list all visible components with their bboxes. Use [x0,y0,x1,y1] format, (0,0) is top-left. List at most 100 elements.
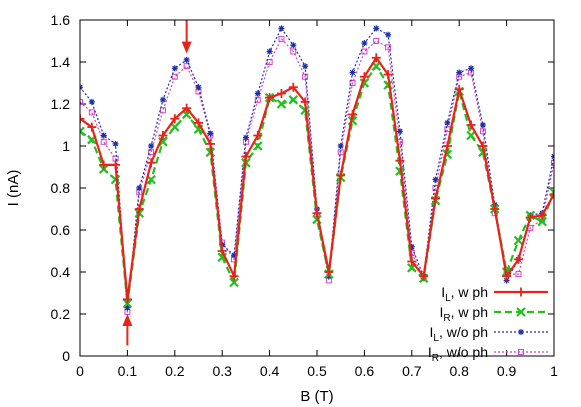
data-point [419,271,429,281]
x-tick-label: 0.9 [497,363,517,379]
data-point [479,122,486,128]
x-tick-label: 0.5 [307,363,327,379]
data-point [276,99,287,109]
data-point [444,119,451,126]
data-point [442,141,452,151]
data-point [551,153,554,160]
data-point [337,149,344,156]
data-point [395,156,405,166]
data-point [111,160,121,170]
arrow-down-icon [181,20,192,54]
data-point [242,134,249,141]
x-tick-label: 0.4 [260,363,280,379]
series-layer [80,25,554,315]
x-tick-label: 0.1 [118,363,138,379]
legend-label: IR, w/o ph [428,344,488,364]
data-point [266,59,273,65]
legend-item: IL, w/o ph [430,324,548,344]
x-tick-label: 0 [76,363,84,379]
data-point [87,122,97,132]
data-point [171,65,178,72]
y-tick-label: 1 [62,138,70,154]
series-3 [80,35,554,315]
data-point [148,149,155,156]
data-point [100,138,107,145]
data-point [266,48,273,55]
data-point [349,69,356,76]
data-point [537,210,547,220]
data-point [466,130,476,141]
data-point [170,114,180,124]
data-point [290,42,297,49]
x-tick-label: 1 [550,363,558,379]
legend-item: IL, w ph [441,284,548,304]
data-point [515,271,522,278]
data-point [194,118,203,128]
data-point [385,44,392,51]
data-point [290,48,297,55]
data-point [171,73,178,80]
data-point [254,90,261,97]
data-point [549,189,554,199]
plot-frame [79,19,555,357]
y-tick-label: 0 [62,348,70,364]
data-point [373,38,380,44]
data-point [516,307,526,317]
data-point [513,254,523,264]
data-point [229,277,239,288]
data-point [516,287,526,297]
legend-label: IL, w/o ph [430,324,488,344]
data-point [431,194,440,203]
data-point [396,128,403,135]
data-point [265,93,275,103]
data-point [371,53,381,63]
data-point [407,257,417,266]
data-point [502,271,512,281]
data-point [518,349,524,355]
data-point [122,294,132,304]
data-point [182,103,192,113]
data-point [359,72,369,82]
data-point [278,25,285,32]
data-point [337,143,344,149]
data-point [80,98,83,105]
data-point [288,95,299,105]
data-point [80,126,85,137]
x-tick-label: 0.6 [355,363,375,379]
data-point [195,84,202,91]
y-tick-label: 0.6 [51,222,71,238]
data-point [383,70,393,80]
data-point [361,48,368,55]
data-point [432,176,439,183]
data-point [479,128,486,135]
data-point [348,110,358,119]
series-0 [80,53,554,304]
data-point [276,89,286,98]
data-point [183,56,190,63]
data-point [373,25,380,32]
data-point [110,174,121,185]
data-point [466,120,476,130]
y-tick-label: 0.4 [51,264,71,280]
data-point [478,141,488,151]
data-point [134,204,144,214]
data-point [229,271,239,281]
data-point [207,130,214,137]
y-tick-label: 1.6 [51,12,71,28]
legend-label: IR, w ph [440,304,488,324]
data-point [278,35,285,42]
series-line [80,65,554,305]
data-point [136,185,143,191]
data-point [170,122,180,132]
data-point [454,84,464,94]
data-point [361,40,368,47]
data-point [241,152,251,161]
y-tick-label: 1.2 [51,96,71,112]
data-point [253,131,263,140]
data-point [385,31,392,38]
series-line [80,27,554,309]
y-tick-labels: 0 0.2 0.4 0.6 0.8 1 1.2 1.4 1.6 [51,12,71,364]
y-tick-label: 0.8 [51,180,71,196]
data-point [88,98,95,105]
